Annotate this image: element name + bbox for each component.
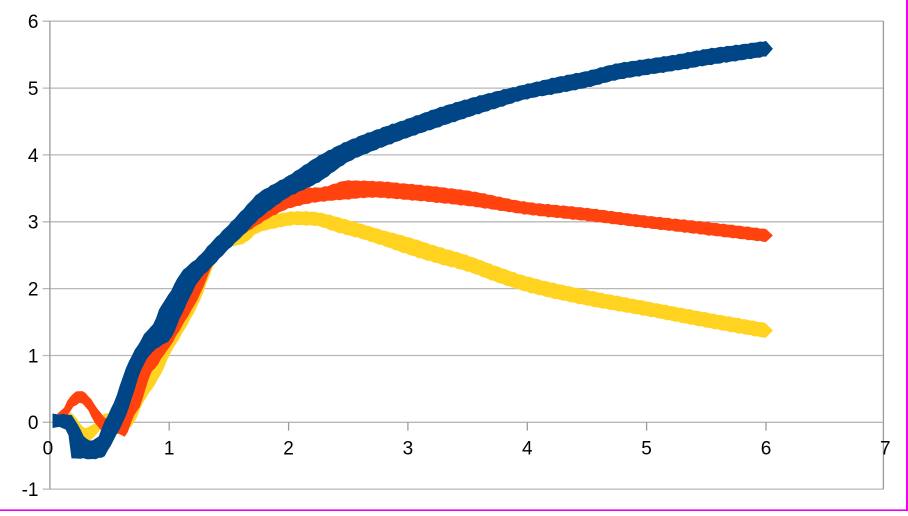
svg-text:1: 1 bbox=[28, 346, 39, 367]
svg-text:4: 4 bbox=[522, 438, 533, 459]
svg-text:6: 6 bbox=[28, 12, 39, 33]
svg-text:7: 7 bbox=[880, 438, 891, 459]
svg-text:4: 4 bbox=[28, 146, 39, 167]
svg-text:2: 2 bbox=[28, 280, 39, 301]
svg-text:5: 5 bbox=[28, 79, 39, 100]
svg-text:3: 3 bbox=[403, 438, 414, 459]
svg-text:2: 2 bbox=[283, 438, 294, 459]
svg-text:0: 0 bbox=[43, 438, 54, 459]
svg-text:-1: -1 bbox=[22, 480, 39, 501]
svg-text:0: 0 bbox=[28, 413, 39, 434]
svg-text:1: 1 bbox=[164, 438, 175, 459]
svg-text:3: 3 bbox=[28, 213, 39, 234]
svg-text:6: 6 bbox=[761, 438, 772, 459]
svg-text:5: 5 bbox=[641, 438, 652, 459]
